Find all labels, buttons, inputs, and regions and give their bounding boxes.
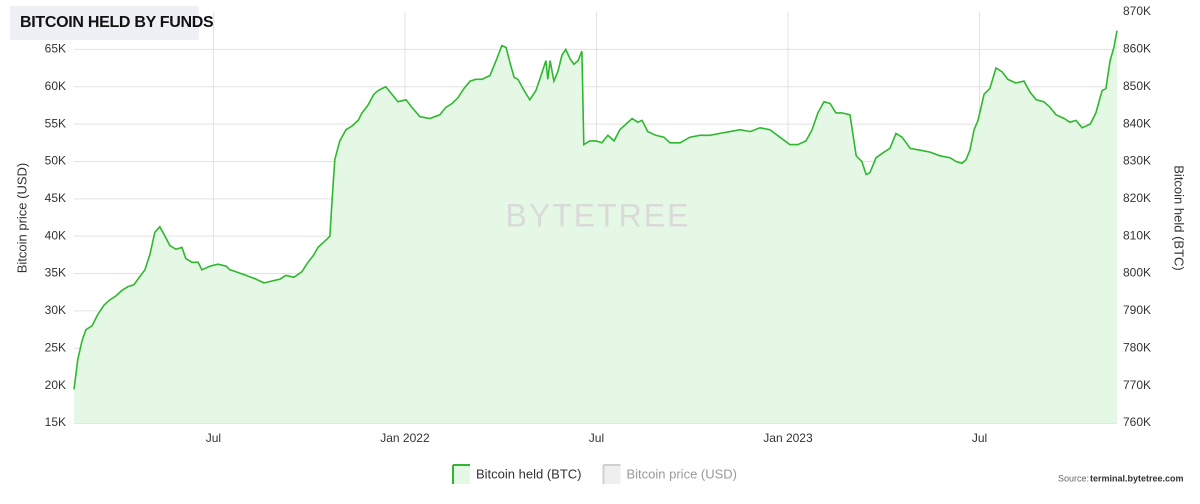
y-tick-label: 65K — [45, 42, 66, 56]
y2-tick-label: 800K — [1123, 266, 1151, 280]
source-label: Source: — [1058, 473, 1089, 483]
y-tick-label: 15K — [45, 415, 66, 429]
line — [73, 30, 1118, 390]
x-tick-label: Jan 2022 — [380, 431, 430, 445]
y2-tick-label: 780K — [1123, 340, 1151, 354]
y2-tick-label: 790K — [1123, 303, 1151, 317]
y-tick-label: 30K — [45, 303, 66, 317]
legend-swatch[interactable] — [603, 465, 621, 484]
y-tick-label: 50K — [45, 154, 66, 168]
x-tick-label: Jan 2023 — [763, 431, 813, 445]
y-tick-label: 35K — [45, 266, 66, 280]
y-tick-label: 20K — [45, 378, 66, 392]
y-tick-label: 55K — [45, 116, 66, 130]
y2-tick-label: 840K — [1123, 116, 1151, 130]
y2-axis-label: Bitcoin held (BTC) — [1172, 165, 1187, 270]
title-box — [10, 6, 199, 40]
x-tick-label: Jul — [589, 431, 604, 445]
x-tick-label: Jul — [972, 431, 987, 445]
y-tick-label: 25K — [45, 340, 66, 354]
y2-tick-label: 870K — [1123, 4, 1151, 18]
y-tick-label: 40K — [45, 228, 66, 242]
y-tick-label: 45K — [45, 191, 66, 205]
y2-tick-label: 810K — [1123, 228, 1151, 242]
legend-label[interactable]: Bitcoin price (USD) — [626, 466, 737, 481]
watermark: BYTETREE — [506, 197, 691, 233]
chart-title: BITCOIN HELD BY FUNDS — [20, 14, 214, 31]
y-tick-label: 60K — [45, 79, 66, 93]
legend-label[interactable]: Bitcoin held (BTC) — [476, 466, 581, 481]
y2-tick-label: 820K — [1123, 191, 1151, 205]
source: terminal.bytetree.com — [1090, 473, 1184, 483]
y2-tick-label: 770K — [1123, 378, 1151, 392]
y2-tick-label: 830K — [1123, 154, 1151, 168]
legend-swatch[interactable] — [453, 465, 470, 484]
y-axis-label: Bitcoin price (USD) — [14, 163, 29, 274]
y2-tick-label: 760K — [1123, 415, 1151, 429]
x-tick-label: Jul — [206, 431, 221, 445]
y2-tick-label: 860K — [1123, 42, 1151, 56]
y2-tick-label: 850K — [1123, 79, 1151, 93]
area — [74, 30, 1117, 423]
